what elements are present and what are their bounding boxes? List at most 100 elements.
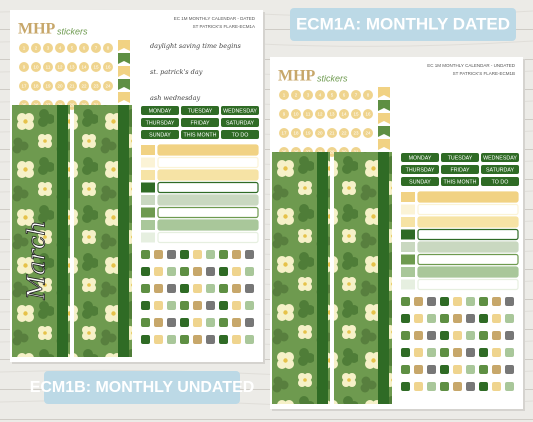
weekday-label: SUNDAY [409,179,431,185]
icon [479,365,488,374]
weekday-label: WEDNESDAY [223,108,257,114]
date-circle [91,62,101,72]
icon [206,318,215,327]
icon [414,382,423,391]
icon [401,314,410,323]
date-number: 4 [59,46,62,51]
date-circle [351,90,361,100]
wide-box [417,241,519,253]
date-circle [351,128,361,138]
icon [193,301,202,310]
weekday-tag [141,106,179,115]
weekday-tag [141,130,179,139]
weekday-label: FRIDAY [450,167,469,173]
date-circle [279,90,289,100]
wide-box [417,203,519,216]
date-number: 18 [33,84,39,89]
date-number: 2 [295,93,298,98]
icon [193,335,202,344]
date-number: 23 [353,131,359,136]
icon [219,301,228,310]
holiday-label: st. patrick's day [150,68,203,76]
icon [154,301,163,310]
icon [414,314,423,323]
icon [206,335,215,344]
flag [378,100,390,111]
icon [193,318,202,327]
date-circle [31,81,41,91]
weekday-label: THIS MONTH [444,179,477,185]
flag [378,87,390,98]
date-number: 2 [35,46,38,51]
icon [440,348,449,357]
flag [378,139,390,150]
icon [154,284,163,293]
icon [219,250,228,259]
date-circle [351,109,361,119]
icon [141,335,150,344]
icon [505,382,514,391]
weekday-tag [441,165,479,174]
icon [427,314,436,323]
wide-box [417,278,519,291]
weekday-tag [181,130,219,139]
icon [232,250,241,259]
logo: MHP [18,21,56,38]
flag [378,126,390,137]
wide-box [157,181,259,194]
icon [453,348,462,357]
icon [193,267,202,276]
icon [401,382,410,391]
wide-box [417,216,519,228]
weekday-label: THURSDAY [406,167,435,173]
wide-box [157,144,259,156]
date-number: 5 [71,46,74,51]
date-number: 13 [329,112,335,117]
date-circle [327,109,337,119]
date-number: 9 [283,112,286,117]
date-number: 24 [105,84,111,89]
icon [427,331,436,340]
square-box [141,157,155,168]
icon [427,348,436,357]
icon [401,365,410,374]
square-box [141,207,155,218]
date-circle [363,128,373,138]
icon [453,382,462,391]
icon [440,382,449,391]
flag [118,66,130,77]
square-box [141,182,155,193]
flag [118,92,130,103]
sticker-sheet: MHP stickers EC 1M MONTHLY CALENDAR - DATE… [10,10,265,364]
date-number: 6 [343,93,346,98]
logo-suffix: stickers [57,26,88,36]
icon [440,365,449,374]
date-number: 14 [81,65,87,70]
date-number: 7 [355,93,358,98]
weekday-tag [481,165,519,174]
icon [414,348,423,357]
icon [492,348,501,357]
date-circle [291,109,301,119]
month-label: March [23,220,51,300]
icon [219,284,228,293]
date-circle [279,128,289,138]
date-circle [43,81,53,91]
icon [466,297,475,306]
square-box [401,242,415,252]
icon [180,301,189,310]
weekday-tag [221,130,259,139]
holiday-label: daylight saving time begins [150,42,241,50]
date-number: 5 [331,93,334,98]
date-circle [303,128,313,138]
date-number: 20 [317,131,323,136]
date-circle [79,81,89,91]
date-circle [315,109,325,119]
weekday-label: TUESDAY [448,155,473,161]
date-number: 20 [57,84,63,89]
date-number: 13 [69,65,75,70]
icon [232,318,241,327]
icon [167,250,176,259]
